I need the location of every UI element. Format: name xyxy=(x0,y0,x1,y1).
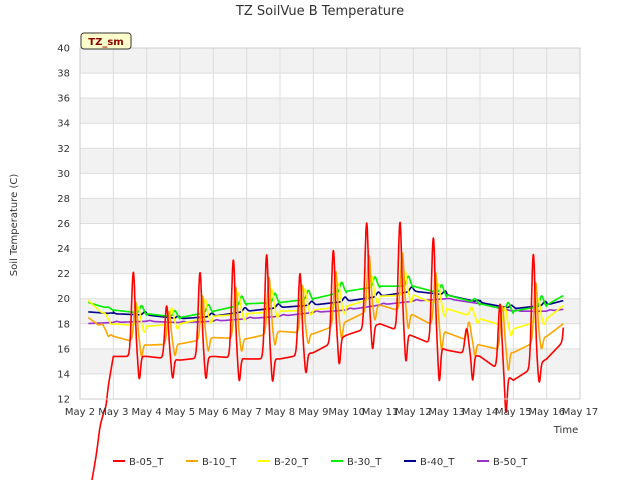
y-tick-label: 32 xyxy=(57,144,70,155)
x-tick-label: May 17 xyxy=(562,407,599,418)
legend: B-05_T B-10_T B-20_T B-30_T B-40_T B-50_T xyxy=(113,457,528,468)
legend-item: B-05_T xyxy=(113,457,164,468)
background-band xyxy=(80,98,580,124)
legend-label: B-20_T xyxy=(274,457,309,468)
legend-item: B-50_T xyxy=(477,457,528,468)
legend-item: B-20_T xyxy=(258,457,309,468)
legend-item: B-10_T xyxy=(186,457,237,468)
y-tick-label: 26 xyxy=(57,219,70,230)
axes xyxy=(79,47,581,400)
series-lines xyxy=(87,221,565,480)
background-band xyxy=(80,148,580,174)
site-badge-box xyxy=(80,32,132,50)
series-line-b-05-t xyxy=(91,221,565,480)
x-tick-label: May 14 xyxy=(462,407,499,418)
chart-title: TZ SoilVue B Temperature xyxy=(235,4,404,19)
legend-label: B-10_T xyxy=(202,457,237,468)
background-bands xyxy=(80,48,580,374)
y-tick-label: 38 xyxy=(57,69,70,80)
y-tick-label: 12 xyxy=(57,395,70,406)
x-tick-label: May 2 xyxy=(65,407,95,418)
x-tick-label: May 13 xyxy=(428,407,465,418)
x-tick-label: May 16 xyxy=(528,407,565,418)
x-tick-label: May 12 xyxy=(395,407,432,418)
x-tick-label: May 11 xyxy=(362,407,399,418)
x-tick-label: May 15 xyxy=(495,407,532,418)
y-tick-label: 14 xyxy=(57,369,70,380)
x-axis-label: Time xyxy=(553,425,578,436)
background-band xyxy=(80,248,580,274)
y-tick-labels: 12 14 16 18 20 22 24 26 28 30 32 34 36 38 40 xyxy=(57,44,70,406)
x-tick-label: May 6 xyxy=(198,407,228,418)
legend-item: B-30_T xyxy=(331,457,382,468)
background-band xyxy=(80,348,580,374)
y-tick-label: 24 xyxy=(57,244,70,255)
y-tick-label: 30 xyxy=(57,169,70,180)
y-tick-label: 22 xyxy=(57,269,70,280)
y-tick-label: 16 xyxy=(57,344,70,355)
legend-item: B-40_T xyxy=(404,457,455,468)
x-tick-label: May 10 xyxy=(328,407,365,418)
y-tick-label: 40 xyxy=(57,44,70,55)
y-tick-label: 28 xyxy=(57,194,70,205)
x-tick-label: May 5 xyxy=(165,407,195,418)
x-tick-label: May 7 xyxy=(232,407,262,418)
site-badge: TZ_sm xyxy=(80,32,132,50)
y-tick-label: 18 xyxy=(57,319,70,330)
x-tick-label: May 8 xyxy=(265,407,295,418)
y-tick-label: 36 xyxy=(57,94,70,105)
background-band xyxy=(80,198,580,224)
legend-label: B-40_T xyxy=(420,457,455,468)
background-band xyxy=(80,48,580,74)
x-tick-label: May 3 xyxy=(98,407,128,418)
legend-label: B-05_T xyxy=(129,457,164,468)
x-tick-label: May 4 xyxy=(132,407,162,418)
y-tick-label: 20 xyxy=(57,294,70,305)
site-badge-label: TZ_sm xyxy=(88,37,123,48)
plot-frame xyxy=(79,47,581,400)
y-tick-label: 34 xyxy=(57,119,70,130)
x-tick-label: May 9 xyxy=(298,407,328,418)
legend-label: B-50_T xyxy=(493,457,528,468)
x-tick-labels: May 2 May 3 May 4 May 5 May 6 May 7 May 8 May 9… xyxy=(65,407,598,418)
legend-label: B-30_T xyxy=(347,457,382,468)
y-axis-label: Soil Temperature (C) xyxy=(9,174,20,277)
